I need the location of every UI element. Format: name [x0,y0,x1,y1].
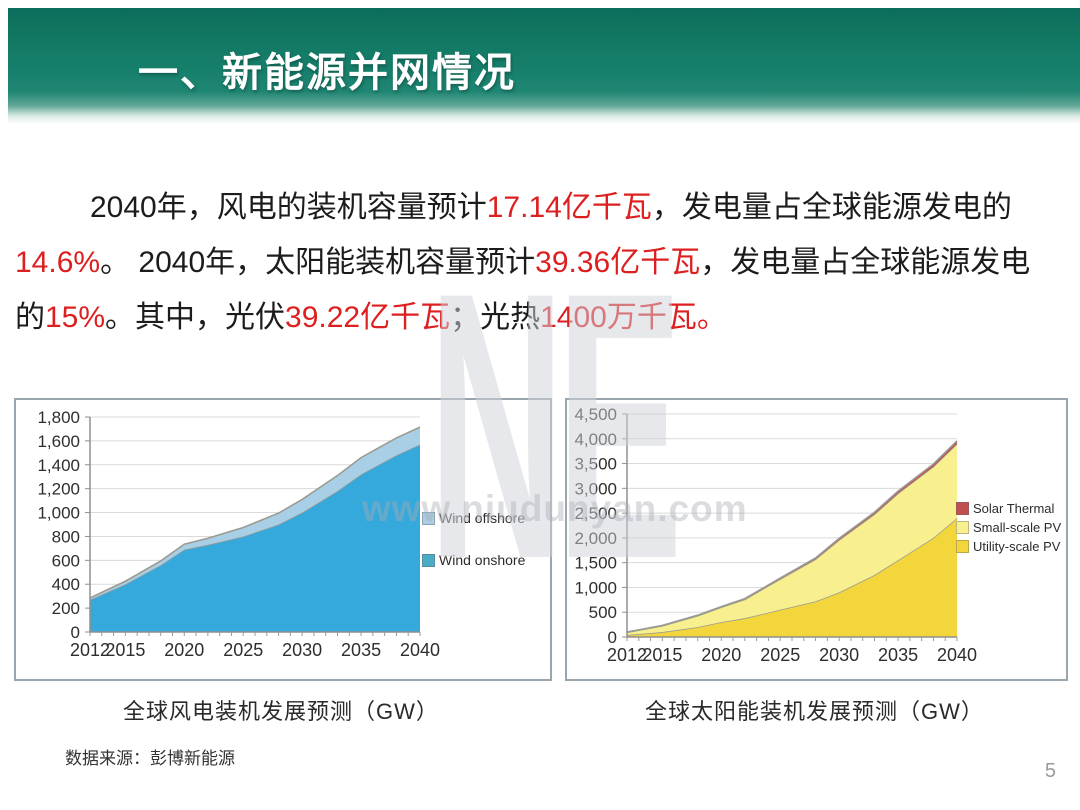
highlight-solar-capacity: 39.36亿千瓦 [535,246,701,279]
text-run: 的 [15,301,45,334]
text-run: 。 2040年，太阳能装机容量预计 [100,246,536,279]
y-axis-label: 400 [52,575,80,594]
area-edge-Wind offshore [89,426,421,599]
solar-chart-caption: 全球太阳能装机发展预测（GW） [645,699,984,724]
text-run: 2040年，风电的装机容量预计 [90,191,487,224]
y-axis-label: 4,000 [574,430,617,449]
data-source-note: 数据来源：彭博新能源 [65,749,235,768]
x-axis-label: 2015 [105,640,145,660]
y-axis-label: 1,500 [574,554,617,573]
highlight-pv-capacity: 39.22亿千瓦 [285,301,451,334]
x-axis-label: 2040 [400,640,440,660]
y-axis-label: 2,500 [574,504,617,523]
text-run: 。其中，光伏 [105,301,286,334]
legend-swatch [422,553,435,567]
x-axis-label: 2030 [282,640,322,660]
area-Utility-scale PV [627,518,957,637]
legend-swatch [956,502,969,515]
y-axis-label: 2,000 [574,529,617,548]
y-axis-label: 500 [589,603,617,622]
y-axis-label: 200 [52,599,80,618]
paragraph-line-2: 14.6%。 2040年，太阳能装机容量预计39.36亿千瓦，发电量占全球能源发… [15,235,1067,290]
text-run: ；光热 [450,301,541,334]
legend-swatch [422,511,435,525]
legend-swatch [956,540,969,553]
x-axis-label: 2040 [937,645,977,665]
highlight-wind-share: 14.6% [15,246,101,279]
legend-item: Wind onshore [422,552,525,568]
area-Small-scale PV [627,443,957,636]
legend-label: Wind onshore [439,552,526,568]
wind-chart-svg: 0 200 400 600 800 1,000 1,200 1,400 1,600 1,800 20… [37,408,440,660]
y-axis-label: 0 [71,623,80,642]
solar-chart-legend: Solar Thermal Small-scale PV Utility-scale… [956,501,1061,558]
solar-chart-svg: 0 500 1,000 1,500 2,000 2,500 3,000 3,500 4,000 4… [574,405,977,665]
text-run: ，发电量占全球能源发电的 [651,191,1012,224]
y-axis-label: 4,500 [574,405,617,424]
x-axis-label: 2012 [70,640,110,660]
wind-chart-caption: 全球风电装机发展预测（GW） [123,699,439,724]
paragraph-line-3: 的15%。其中，光伏39.22亿千瓦；光热1400万千瓦。 [15,290,1067,345]
legend-item: Small-scale PV [956,520,1061,535]
legend-item: Solar Thermal [956,501,1061,516]
area-Wind offshore [90,427,420,600]
y-axis-label: 3,500 [574,455,617,474]
area-edge-Solar Thermal [626,440,958,633]
x-axis-label: 2015 [642,645,682,665]
solar-forecast-chart: 0 500 1,000 1,500 2,000 2,500 3,000 3,500 4,000 4… [565,398,1068,681]
area-Wind onshore [90,444,420,632]
header-banner: 一、新能源并网情况 [8,8,1080,124]
y-axis-label: 1,600 [37,432,80,451]
x-axis-label: 2025 [223,640,263,660]
legend-label: Small-scale PV [973,520,1062,535]
x-axis-label: 2030 [819,645,859,665]
highlight-solar-share: 15% [45,301,106,334]
y-axis-label: 1,200 [37,480,80,499]
y-axis-label: 1,000 [574,578,617,597]
y-axis-label: 1,000 [37,504,80,523]
legend-label: Wind offshore [439,510,526,526]
legend-item: Wind offshore [422,510,525,526]
y-axis-label: 1,400 [37,456,80,475]
x-axis-label: 2035 [878,645,918,665]
body-paragraph: 2040年，风电的装机容量预计17.14亿千瓦，发电量占全球能源发电的 14.6… [15,180,1067,345]
x-axis-label: 2020 [164,640,204,660]
legend-item: Utility-scale PV [956,539,1061,554]
paragraph-line-1: 2040年，风电的装机容量预计17.14亿千瓦，发电量占全球能源发电的 [15,180,1067,235]
legend-label: Utility-scale PV [973,539,1061,554]
y-axis-label: 800 [52,527,80,546]
highlight-wind-capacity: 17.14亿千瓦 [486,191,652,224]
legend-swatch [956,521,969,534]
legend-label: Solar Thermal [973,501,1055,516]
x-axis-label: 2035 [341,640,381,660]
text-run: ，发电量占全球能源发电 [700,246,1031,279]
y-axis-label: 3,000 [574,479,617,498]
x-axis-label: 2012 [607,645,647,665]
y-axis-label: 600 [52,551,80,570]
x-axis-label: 2020 [701,645,741,665]
page-number: 5 [1044,760,1056,782]
wind-forecast-chart: 0 200 400 600 800 1,000 1,200 1,400 1,600 1,800 20… [14,398,552,681]
y-axis-label: 1,800 [37,408,80,427]
wind-chart-legend: Wind offshore Wind onshore [422,510,525,594]
highlight-solar-thermal-capacity: 1400万千瓦。 [540,301,727,334]
x-axis-label: 2025 [760,645,800,665]
page-title: 一、新能源并网情况 [138,51,516,95]
y-axis-label: 0 [608,628,617,647]
